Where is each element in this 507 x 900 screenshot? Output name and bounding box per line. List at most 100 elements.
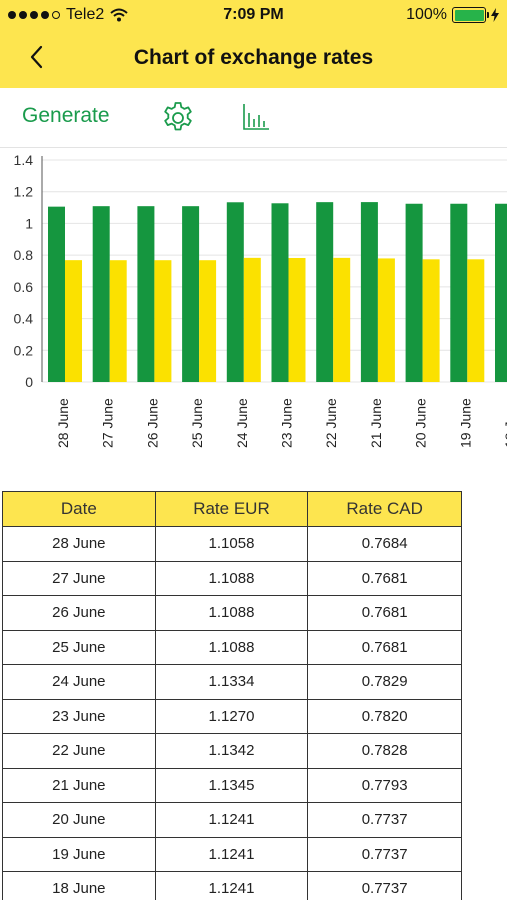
status-bar: Tele2 7:09 PM 100% bbox=[0, 0, 507, 30]
table-row[interactable]: 20 June 1.1241 0.7737 bbox=[2, 802, 462, 838]
rate-eur-cell: 1.1088 bbox=[154, 560, 309, 596]
date-cell: 27 June bbox=[2, 560, 156, 596]
table-row[interactable]: 21 June 1.1345 0.7793 bbox=[2, 767, 462, 803]
bar-eur bbox=[360, 202, 378, 382]
rate-cad-cell: 0.7681 bbox=[307, 560, 462, 596]
rate-cad-cell: 0.7681 bbox=[307, 595, 462, 631]
table-row[interactable]: 28 June 1.1058 0.7684 bbox=[2, 526, 462, 562]
date-cell: 25 June bbox=[2, 629, 156, 665]
bar-eur bbox=[92, 206, 110, 382]
x-tick-label: 26 June bbox=[144, 398, 160, 448]
x-tick-label: 28 June bbox=[55, 398, 71, 448]
date-cell: 22 June bbox=[2, 733, 156, 769]
y-tick-label: 1 bbox=[25, 215, 33, 231]
battery-percent: 100% bbox=[406, 6, 447, 23]
column-header-rate-eur[interactable]: Rate EUR bbox=[154, 491, 309, 527]
table-header-row: Date Rate EUR Rate CAD bbox=[2, 491, 462, 527]
rate-eur-cell: 1.1334 bbox=[154, 664, 309, 700]
charging-icon bbox=[491, 8, 499, 22]
y-axis: 0 0.2 0.4 0.6 0.8 1 1.2 1.4 bbox=[14, 152, 43, 390]
y-tick-label: 0.8 bbox=[14, 247, 34, 263]
rate-eur-cell: 1.1241 bbox=[154, 836, 309, 872]
rate-cad-cell: 0.7829 bbox=[307, 664, 462, 700]
bar-eur bbox=[316, 202, 334, 382]
x-tick-label: 18 June bbox=[502, 398, 507, 448]
rate-cad-cell: 0.7681 bbox=[307, 629, 462, 665]
app-header: Tele2 7:09 PM 100% Chart of exchange rat… bbox=[0, 0, 507, 88]
bar-cad bbox=[422, 259, 440, 382]
bar-cad bbox=[377, 258, 395, 382]
rate-eur-cell: 1.1270 bbox=[154, 698, 309, 734]
x-tick-label: 25 June bbox=[189, 398, 205, 448]
bar-cad bbox=[467, 259, 485, 382]
rate-eur-cell: 1.1088 bbox=[154, 629, 309, 665]
status-left: Tele2 bbox=[8, 6, 128, 24]
table-row[interactable]: 22 June 1.1342 0.7828 bbox=[2, 733, 462, 769]
date-cell: 21 June bbox=[2, 767, 156, 803]
bar-eur bbox=[226, 202, 244, 382]
x-tick-label: 20 June bbox=[413, 398, 429, 448]
table-row[interactable]: 18 June 1.1241 0.7737 bbox=[2, 871, 462, 900]
rate-cad-cell: 0.7820 bbox=[307, 698, 462, 734]
x-tick-label: 24 June bbox=[234, 398, 250, 448]
rate-cad-cell: 0.7737 bbox=[307, 836, 462, 872]
table-row[interactable]: 27 June 1.1088 0.7681 bbox=[2, 560, 462, 596]
bar-eur bbox=[495, 203, 507, 382]
table-row[interactable]: 25 June 1.1088 0.7681 bbox=[2, 629, 462, 665]
y-tick-label: 0 bbox=[25, 374, 33, 390]
bar-cad bbox=[109, 260, 127, 382]
rate-cad-cell: 0.7737 bbox=[307, 802, 462, 838]
bar-cad bbox=[65, 260, 82, 382]
signal-icon bbox=[8, 11, 60, 19]
date-cell: 26 June bbox=[2, 595, 156, 631]
generate-button[interactable]: Generate bbox=[22, 104, 110, 127]
carrier-label: Tele2 bbox=[66, 6, 105, 23]
x-tick-label: 19 June bbox=[457, 398, 473, 448]
y-tick-label: 0.6 bbox=[14, 279, 34, 295]
bar-eur bbox=[182, 206, 200, 382]
y-tick-label: 0.2 bbox=[14, 342, 34, 358]
x-tick-label: 23 June bbox=[279, 398, 295, 448]
status-time: 7:09 PM bbox=[223, 6, 284, 23]
y-tick-label: 1.4 bbox=[14, 152, 34, 168]
exchange-rate-chart: 0 0.2 0.4 0.6 0.8 1 1.2 1.4 28 June 27 June 26 Ju… bbox=[14, 152, 507, 448]
gear-icon[interactable] bbox=[160, 100, 196, 136]
column-header-date[interactable]: Date bbox=[2, 491, 156, 527]
chevron-left-icon[interactable] bbox=[24, 42, 54, 72]
toolbar: Generate bbox=[0, 88, 507, 148]
date-cell: 19 June bbox=[2, 836, 156, 872]
rate-eur-cell: 1.1241 bbox=[154, 871, 309, 900]
column-header-rate-cad[interactable]: Rate CAD bbox=[307, 491, 462, 527]
rate-eur-cell: 1.1241 bbox=[154, 802, 309, 838]
bar-eur bbox=[137, 206, 155, 382]
rate-eur-cell: 1.1088 bbox=[154, 595, 309, 631]
bar-cad bbox=[243, 257, 261, 382]
x-tick-label: 21 June bbox=[368, 398, 384, 448]
battery-icon bbox=[452, 7, 489, 23]
bar-eur bbox=[48, 206, 65, 382]
rate-cad-cell: 0.7793 bbox=[307, 767, 462, 803]
bar-cad bbox=[333, 257, 351, 382]
bar-eur bbox=[405, 203, 423, 382]
table-row[interactable]: 19 June 1.1241 0.7737 bbox=[2, 836, 462, 872]
y-tick-label: 0.4 bbox=[14, 311, 34, 327]
bar-eur bbox=[271, 203, 289, 382]
wifi-icon bbox=[110, 8, 128, 22]
y-tick-label: 1.2 bbox=[14, 184, 34, 200]
rate-eur-cell: 1.1342 bbox=[154, 733, 309, 769]
bar-eur bbox=[450, 203, 468, 382]
table-row[interactable]: 26 June 1.1088 0.7681 bbox=[2, 595, 462, 631]
date-cell: 20 June bbox=[2, 802, 156, 838]
rates-table: Date Rate EUR Rate CAD 28 June 1.1058 0.76… bbox=[2, 491, 462, 900]
date-cell: 18 June bbox=[2, 871, 156, 900]
bar-cad bbox=[199, 260, 217, 382]
rate-cad-cell: 0.7828 bbox=[307, 733, 462, 769]
bar-cad bbox=[288, 257, 306, 382]
date-cell: 24 June bbox=[2, 664, 156, 700]
date-cell: 23 June bbox=[2, 698, 156, 734]
bar-chart-icon[interactable] bbox=[240, 101, 272, 133]
table-row[interactable]: 24 June 1.1334 0.7829 bbox=[2, 664, 462, 700]
x-axis-labels: 28 June 27 June 26 June 25 June 24 June 23 Ju… bbox=[55, 398, 507, 448]
rate-cad-cell: 0.7684 bbox=[307, 526, 462, 562]
table-row[interactable]: 23 June 1.1270 0.7820 bbox=[2, 698, 462, 734]
